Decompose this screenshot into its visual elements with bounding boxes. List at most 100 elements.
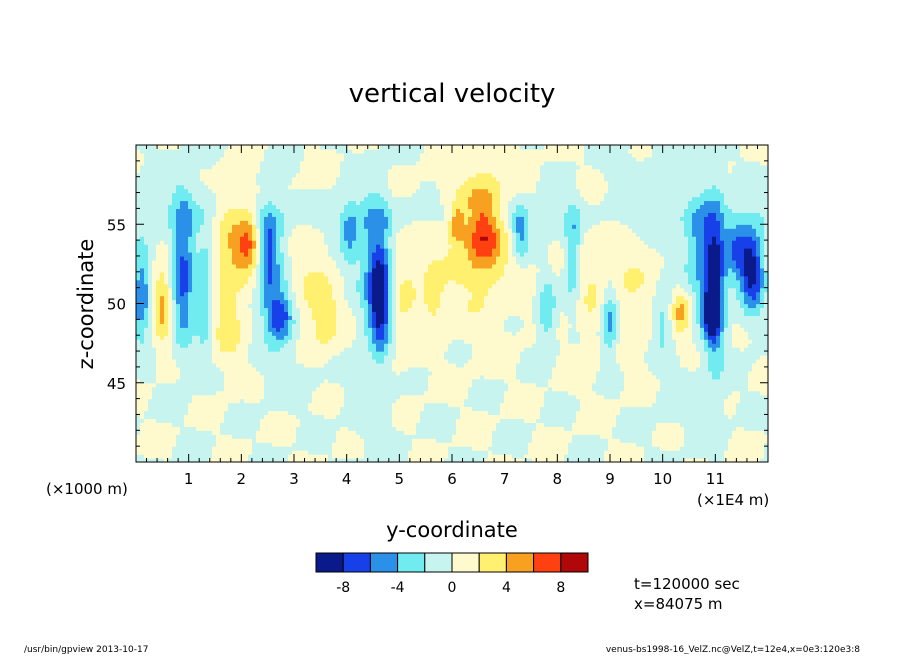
field-cell [232, 378, 237, 384]
field-cell [676, 355, 681, 360]
field-cell [564, 358, 569, 364]
field-cell [700, 394, 705, 400]
field-cell [392, 355, 397, 360]
field-cell [612, 347, 617, 352]
field-cell [208, 362, 213, 368]
field-cell [256, 347, 261, 352]
field-cell [492, 374, 497, 380]
field-cell [588, 374, 593, 380]
field-cell [588, 378, 593, 384]
field-cell [140, 398, 145, 404]
field-cell [568, 382, 573, 388]
field-cell [544, 378, 549, 384]
field-cell [272, 434, 277, 439]
field-cell [464, 430, 469, 435]
field-cell [164, 339, 169, 344]
field-cell [372, 454, 377, 459]
field-cell [524, 446, 529, 451]
field-cell [512, 355, 517, 360]
field-cell [304, 422, 309, 427]
field-cell [392, 418, 397, 423]
field-cell [536, 362, 541, 368]
field-cell [468, 434, 473, 439]
field-cell [736, 390, 741, 396]
field-cell [308, 390, 313, 396]
field-cell [188, 422, 193, 427]
field-cell [460, 426, 465, 431]
field-cell [468, 398, 473, 404]
field-cell [652, 343, 657, 348]
field-cell [616, 378, 621, 384]
field-cell [180, 438, 185, 443]
field-cell [676, 410, 681, 416]
field-cell [264, 426, 269, 431]
field-cell [336, 430, 341, 435]
field-cell [564, 446, 569, 451]
field-cell [144, 358, 149, 364]
field-cell [660, 442, 665, 447]
field-cell [168, 382, 173, 388]
field-cell [524, 355, 529, 360]
field-cell [560, 370, 565, 376]
field-cell [368, 390, 373, 396]
field-cell [300, 426, 305, 431]
field-cell [532, 358, 537, 364]
field-cell [520, 442, 525, 447]
field-cell [328, 378, 333, 384]
field-cell [412, 374, 417, 380]
field-cell [428, 382, 433, 388]
field-cell [652, 426, 657, 431]
field-cell [604, 358, 609, 364]
field-cell [536, 398, 541, 404]
field-cell [280, 438, 285, 443]
field-cell [468, 418, 473, 423]
field-cell [328, 434, 333, 439]
field-cell [288, 355, 293, 360]
field-cell [724, 446, 729, 451]
field-cell [708, 442, 713, 447]
field-cell [704, 430, 709, 435]
field-cell [396, 426, 401, 431]
field-cell [196, 418, 201, 423]
field-cell [240, 402, 245, 408]
field-cell [304, 382, 309, 388]
field-cell [636, 430, 641, 435]
field-cell [292, 339, 297, 344]
field-cell [272, 390, 277, 396]
field-cell [232, 458, 237, 463]
field-cell [716, 414, 721, 420]
field-cell [532, 394, 537, 400]
field-cell [212, 343, 217, 348]
field-cell [304, 442, 309, 447]
field-cell [548, 355, 553, 360]
field-cell [148, 414, 153, 420]
field-cell [272, 351, 277, 356]
field-cell [328, 355, 333, 360]
field-cell [204, 339, 209, 344]
field-cell [272, 382, 277, 388]
field-cell [572, 402, 577, 408]
field-cell [672, 339, 677, 344]
field-cell [424, 446, 429, 451]
field-cell [584, 434, 589, 439]
field-cell [244, 434, 249, 439]
field-cell [528, 386, 533, 392]
field-cell [148, 355, 153, 360]
field-cell [284, 378, 289, 384]
field-cell [352, 347, 357, 352]
field-cell [196, 442, 201, 447]
field-cell [632, 406, 637, 412]
field-cell [156, 335, 161, 340]
field-cell [436, 378, 441, 384]
field-cell [252, 446, 257, 451]
field-cell [256, 394, 261, 400]
field-cell [756, 418, 761, 423]
field-cell [256, 355, 261, 360]
field-cell [596, 450, 601, 455]
field-cell [496, 394, 501, 400]
field-cell [412, 438, 417, 443]
field-cell [476, 339, 481, 344]
field-cell [244, 386, 249, 392]
field-cell [376, 390, 381, 396]
field-cell [172, 370, 177, 376]
